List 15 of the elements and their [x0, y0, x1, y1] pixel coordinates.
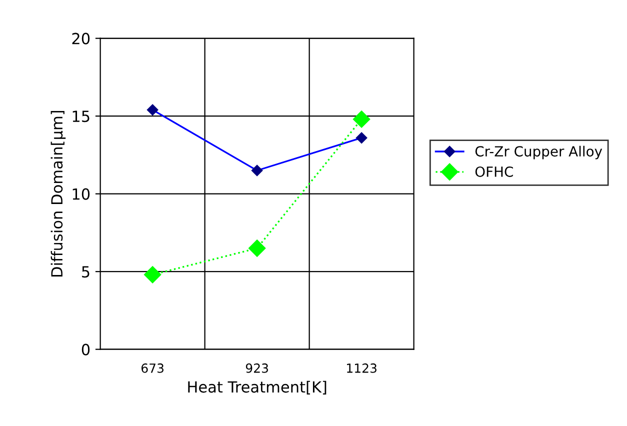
x-tick-label: 923	[246, 363, 268, 373]
x-axis-title: Heat Treatment[K]	[188, 380, 326, 394]
y-tick-label: 10	[72, 188, 90, 200]
legend-label: OFHC	[475, 166, 513, 177]
point	[248, 240, 266, 257]
legend-label: Cr-Zr Cupper Alloy	[475, 146, 602, 160]
x-tick-label: 673	[142, 363, 164, 373]
y-axis-title: Diffusion Domain[μm]	[50, 110, 66, 276]
point	[353, 110, 370, 128]
x-tick-label: 1123	[347, 363, 376, 373]
point	[144, 266, 162, 284]
y-tick-label: 15	[72, 110, 90, 122]
y-tick-label: 0	[82, 344, 90, 356]
y-tick-label: 5	[82, 266, 90, 278]
y-tick-label: 20	[72, 32, 90, 44]
